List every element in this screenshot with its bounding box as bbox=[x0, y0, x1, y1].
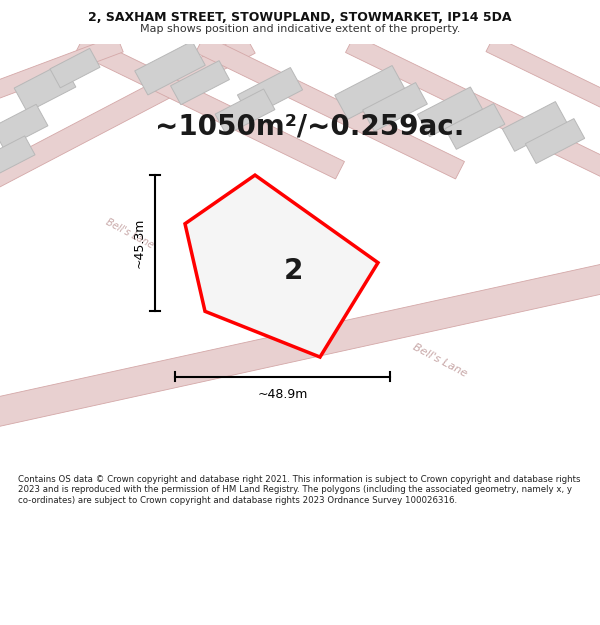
Polygon shape bbox=[0, 36, 123, 101]
Text: Bell's Lane: Bell's Lane bbox=[104, 217, 155, 250]
Polygon shape bbox=[50, 48, 100, 88]
Polygon shape bbox=[76, 35, 344, 179]
Polygon shape bbox=[526, 119, 584, 164]
Text: 2: 2 bbox=[284, 257, 303, 285]
Text: Bell's Lane: Bell's Lane bbox=[411, 341, 469, 379]
Polygon shape bbox=[346, 35, 600, 179]
Polygon shape bbox=[418, 87, 482, 137]
Polygon shape bbox=[0, 136, 35, 176]
Polygon shape bbox=[170, 61, 229, 104]
Text: Contains OS data © Crown copyright and database right 2021. This information is : Contains OS data © Crown copyright and d… bbox=[18, 475, 581, 505]
Polygon shape bbox=[362, 82, 427, 131]
Polygon shape bbox=[238, 68, 302, 118]
Polygon shape bbox=[135, 41, 205, 95]
Polygon shape bbox=[215, 89, 275, 135]
Polygon shape bbox=[14, 63, 76, 112]
Polygon shape bbox=[502, 102, 568, 151]
Polygon shape bbox=[0, 104, 48, 149]
Polygon shape bbox=[335, 66, 405, 119]
Text: ~45.3m: ~45.3m bbox=[133, 218, 146, 268]
Polygon shape bbox=[445, 104, 505, 149]
Text: 2, SAXHAM STREET, STOWUPLAND, STOWMARKET, IP14 5DA: 2, SAXHAM STREET, STOWUPLAND, STOWMARKET… bbox=[88, 11, 512, 24]
Text: ~48.9m: ~48.9m bbox=[257, 388, 308, 401]
Polygon shape bbox=[196, 35, 464, 179]
Text: Map shows position and indicative extent of the property.: Map shows position and indicative extent… bbox=[140, 24, 460, 34]
Polygon shape bbox=[486, 36, 600, 110]
Polygon shape bbox=[0, 34, 255, 189]
Text: ~1050m²/~0.259ac.: ~1050m²/~0.259ac. bbox=[155, 112, 464, 141]
Polygon shape bbox=[0, 263, 600, 428]
Polygon shape bbox=[185, 175, 378, 357]
